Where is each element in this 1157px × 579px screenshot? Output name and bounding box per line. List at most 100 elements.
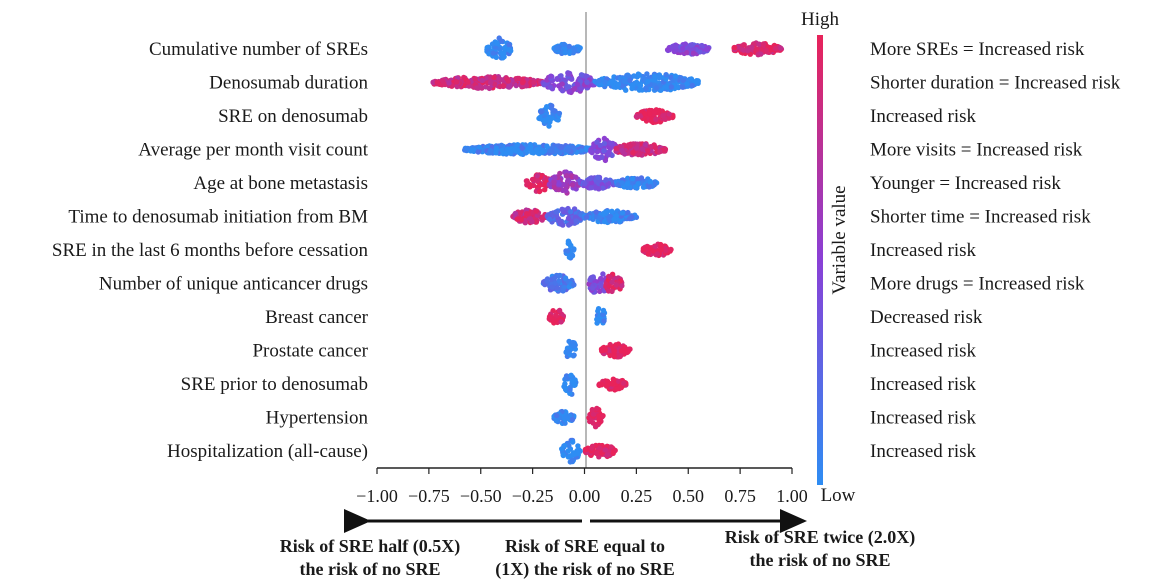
shap-point [494, 40, 500, 46]
shap-point [518, 151, 524, 157]
shap-point [563, 187, 569, 194]
shap-point [631, 73, 637, 79]
shap-point [642, 141, 649, 148]
shap-point [569, 416, 576, 423]
shap-point [654, 251, 660, 257]
feature-label: Denosumab duration [209, 73, 368, 94]
shap-point [620, 380, 627, 386]
shap-point [434, 79, 440, 85]
shap-point [476, 144, 483, 151]
shap-point [544, 104, 550, 110]
shap-point [571, 282, 577, 288]
shap-point [741, 42, 747, 48]
shap-point [583, 145, 590, 152]
colorbar-title: Variable value [829, 185, 850, 294]
shap-point [644, 71, 650, 77]
shap-point [506, 42, 513, 49]
shap-point [637, 82, 644, 89]
shap-point [657, 148, 663, 155]
shap-point [592, 424, 599, 430]
shap-point [666, 111, 672, 117]
shap-point [578, 148, 584, 154]
shap-point [760, 41, 767, 47]
shap-point [613, 342, 619, 348]
shap-point [682, 41, 689, 47]
shap-point [544, 143, 550, 149]
shap-point [545, 212, 551, 218]
caption-right-line1: Risk of SRE twice (2.0X) [725, 527, 916, 548]
shap-point [602, 447, 609, 453]
feature-label: Prostate cancer [252, 341, 368, 362]
feature-note: Increased risk [870, 441, 977, 462]
shap-point [607, 213, 614, 220]
shap-point [565, 178, 571, 184]
shap-point [533, 146, 540, 153]
shap-point [594, 139, 600, 145]
shap-point [600, 307, 607, 314]
shap-point [552, 175, 558, 181]
feature-note: Increased risk [870, 341, 977, 362]
shap-point [524, 180, 530, 186]
feature-note: Increased risk [870, 408, 977, 429]
shap-point [556, 307, 563, 314]
shap-point [693, 78, 700, 84]
shap-point [619, 283, 625, 289]
shap-point [690, 50, 697, 56]
shap-point [559, 81, 565, 87]
shap-point [547, 216, 553, 222]
feature-label: SRE on denosumab [218, 106, 368, 127]
shap-point [609, 208, 615, 214]
shap-point [491, 74, 497, 81]
shap-point [605, 288, 612, 294]
shap-point [496, 76, 502, 82]
shap-point [514, 216, 520, 222]
shap-point [539, 149, 545, 156]
shap-point [507, 149, 514, 155]
shap-point [763, 47, 769, 53]
shap-point [627, 215, 633, 222]
shap-point [684, 49, 690, 56]
shap-point [629, 176, 636, 182]
shap-point [564, 173, 570, 179]
shap-point [600, 185, 606, 191]
shap-point [684, 81, 690, 87]
shap-point [534, 173, 540, 179]
shap-point [523, 83, 530, 89]
beeswarm-points [430, 35, 785, 465]
shap-point [584, 214, 590, 220]
shap-point [569, 76, 575, 82]
shap-point [464, 145, 470, 152]
shap-point [617, 353, 623, 360]
shap-point [519, 145, 525, 151]
feature-label: Cumulative number of SREs [149, 39, 368, 60]
shap-point [610, 450, 616, 456]
shap-point [603, 177, 609, 183]
shap-point [489, 41, 496, 47]
shap-point [640, 246, 647, 253]
caption-left-line2: the risk of no SRE [299, 559, 440, 579]
shap-point [624, 181, 631, 187]
shap-point [611, 354, 618, 360]
shap-point [613, 145, 619, 152]
shap-point [520, 79, 526, 86]
shap-point [551, 184, 558, 191]
shap-point [652, 244, 658, 250]
shap-point [640, 184, 647, 190]
x-tick-label: 1.00 [776, 486, 808, 506]
feature-note: Younger = Increased risk [870, 173, 1061, 194]
shap-point [633, 145, 640, 151]
shap-point [646, 184, 652, 190]
shap-point [624, 73, 631, 79]
shap-point [772, 45, 779, 52]
shap-point [553, 148, 560, 154]
shap-point [561, 41, 567, 48]
shap-point [560, 288, 566, 294]
shap-point [607, 352, 613, 359]
shap-point [534, 177, 541, 184]
shap-point [514, 142, 520, 148]
x-axis-ticks: −1.00 −0.75 −0.50 −0.25 0.00 0.25 0.50 0.75 1.00 [356, 468, 808, 506]
shap-point [570, 353, 577, 359]
shap-point [553, 412, 560, 419]
feature-label: SRE prior to denosumab [181, 374, 368, 395]
shap-point [638, 113, 644, 119]
